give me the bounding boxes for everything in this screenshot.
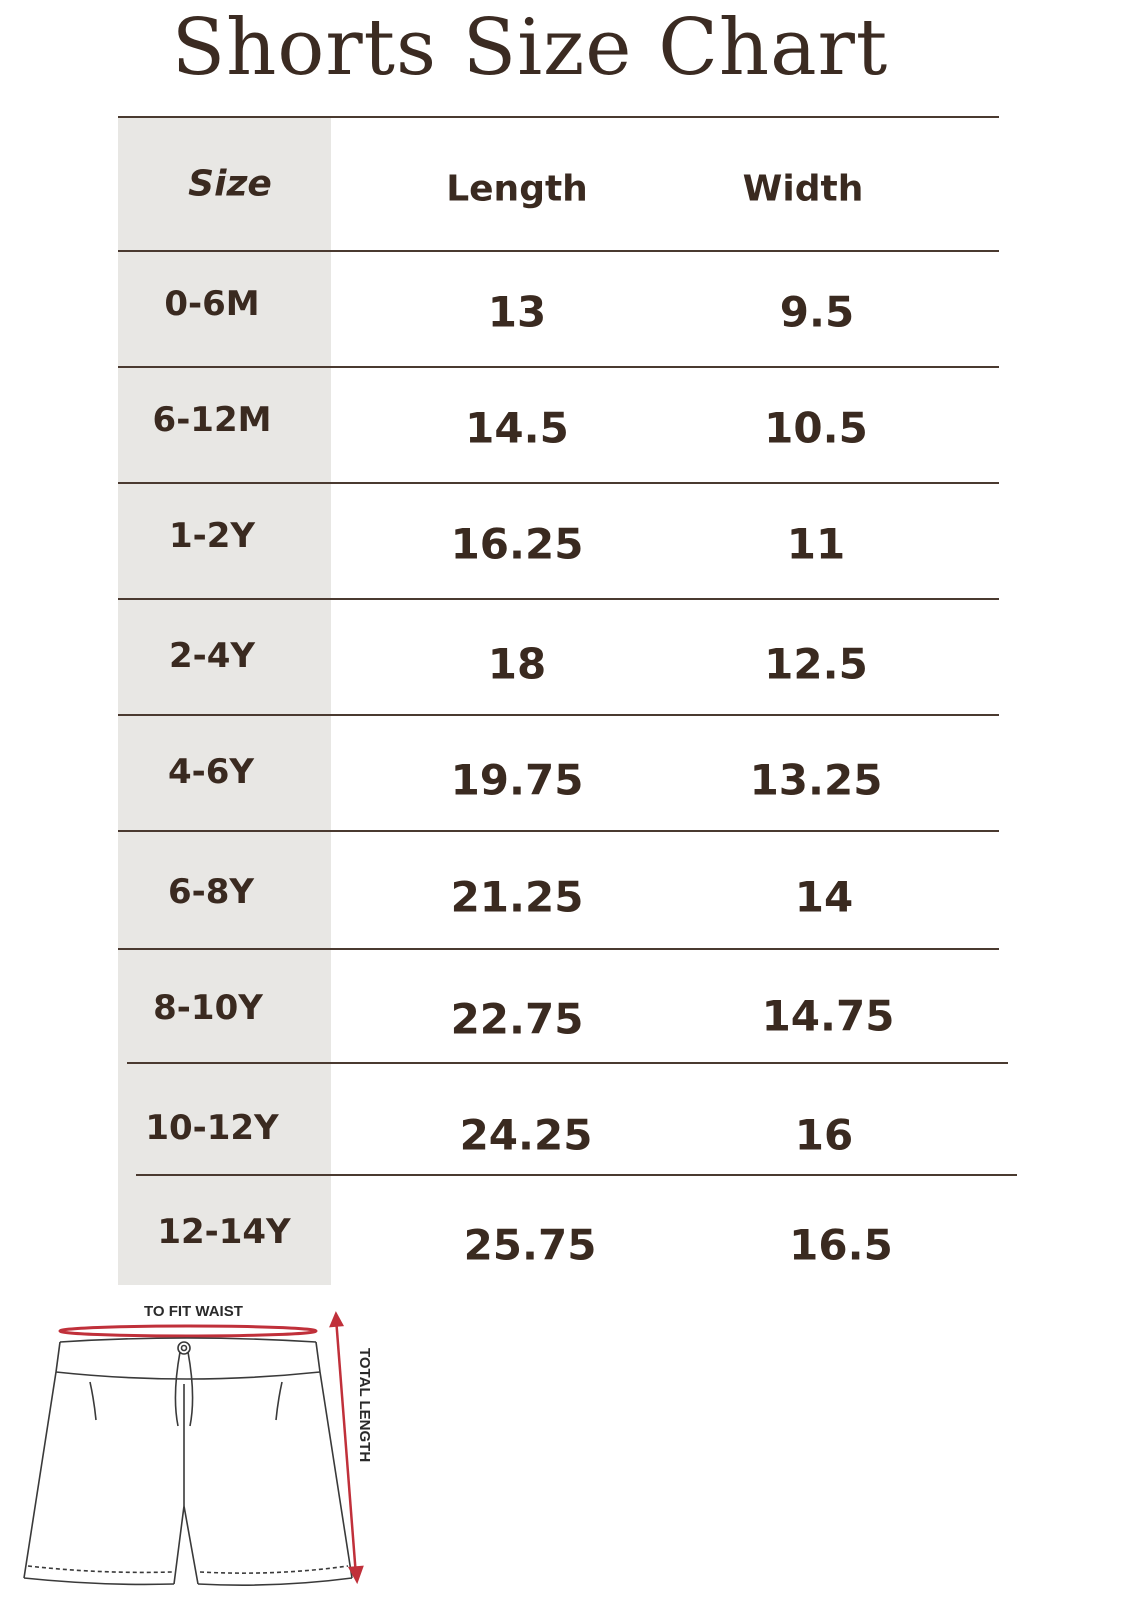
- width-cell: 11: [786, 519, 846, 569]
- header-length: Length: [446, 168, 588, 210]
- width-cell: 12.5: [764, 639, 868, 689]
- length-measure-arrow: [329, 1311, 364, 1585]
- length-cell: 16.25: [450, 519, 584, 569]
- length-cell: 18: [487, 639, 547, 689]
- length-cell: 13: [487, 287, 547, 337]
- size-cell: 12-14Y: [157, 1212, 291, 1252]
- header-width: Width: [742, 168, 864, 210]
- length-cell: 14.5: [465, 403, 569, 453]
- size-cell: 8-10Y: [153, 988, 263, 1028]
- table-rule-top: [118, 116, 999, 118]
- width-cell: 14: [794, 872, 854, 922]
- waist-measure-line: [58, 1324, 318, 1338]
- width-cell: 13.25: [749, 755, 883, 805]
- length-cell: 22.75: [450, 994, 584, 1044]
- size-cell: 10-12Y: [145, 1108, 279, 1148]
- shorts-outline: [23, 1337, 353, 1586]
- table-rule: [118, 366, 999, 368]
- shorts-diagram-svg: TO FIT WAIST: [23, 1303, 373, 1586]
- table-rule: [118, 830, 999, 832]
- width-cell: 14.75: [761, 991, 895, 1041]
- header-size: Size: [188, 163, 272, 205]
- size-cell: 6-8Y: [167, 872, 255, 912]
- table-rule: [118, 482, 999, 484]
- table-rule: [118, 948, 999, 950]
- size-cell: 2-4Y: [168, 636, 256, 676]
- size-cell: 0-6M: [164, 284, 260, 324]
- size-cell: 4-6Y: [167, 752, 255, 792]
- size-cell: 6-12M: [152, 400, 272, 440]
- length-cell: 19.75: [450, 755, 584, 805]
- table-rule: [118, 250, 999, 252]
- length-label: TOTAL LENGTH: [356, 1348, 373, 1462]
- table-rule: [118, 714, 999, 716]
- width-cell: 9.5: [779, 287, 855, 337]
- page-title: Shorts Size Chart: [171, 3, 889, 93]
- shorts-measurement-diagram: TO FIT WAIST: [20, 1296, 400, 1600]
- length-cell: 25.75: [463, 1220, 597, 1270]
- table-rule: [127, 1062, 1008, 1064]
- size-column-background: [118, 117, 331, 1285]
- waist-label: TO FIT WAIST: [144, 1303, 243, 1320]
- table-rule: [136, 1174, 1017, 1176]
- width-cell: 10.5: [764, 403, 868, 453]
- width-cell: 16.5: [789, 1220, 893, 1270]
- length-cell: 24.25: [459, 1110, 593, 1160]
- size-cell: 1-2Y: [168, 516, 256, 556]
- length-cell: 21.25: [450, 872, 584, 922]
- table-rule: [118, 598, 999, 600]
- width-cell: 16: [794, 1110, 854, 1160]
